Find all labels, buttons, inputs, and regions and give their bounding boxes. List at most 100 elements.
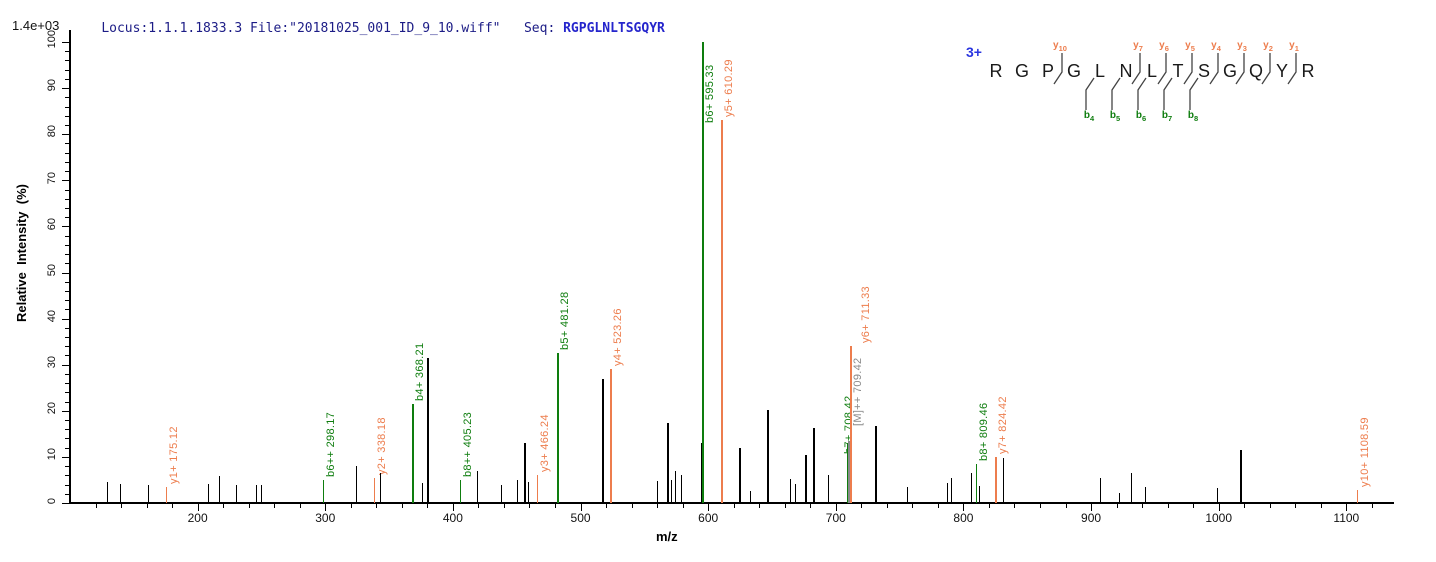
peak-label-b6: b6+ 595.33: [704, 64, 717, 123]
y-ion-cleavage-mark: [1156, 52, 1168, 86]
y-minor-tick: [65, 235, 70, 237]
peak-label-y10: y10+ 1108.59: [1359, 417, 1372, 488]
y-major-tick: [62, 134, 70, 136]
peak: [1144, 486, 1146, 503]
peak-y10: [1357, 490, 1359, 503]
peak: [738, 447, 741, 503]
peak: [355, 466, 357, 503]
peak: [119, 483, 121, 503]
b-ion-cleavage-mark: [1188, 77, 1200, 111]
y-minor-tick: [65, 78, 70, 80]
x-tick-label: 1100: [1333, 511, 1360, 525]
x-minor-tick: [1320, 504, 1322, 508]
y-minor-tick: [65, 244, 70, 246]
seq-value: RGPGLNLTSGQYR: [563, 21, 665, 36]
y-major-tick: [62, 88, 70, 90]
x-minor-tick: [172, 504, 174, 508]
x-major-tick: [325, 504, 327, 511]
x-minor-tick: [733, 504, 735, 508]
y-minor-tick: [65, 300, 70, 302]
x-minor-tick: [503, 504, 505, 508]
residue-1-R: R: [989, 61, 1003, 81]
peak: [667, 423, 670, 503]
y-minor-tick: [65, 143, 70, 145]
x-minor-tick: [861, 504, 863, 508]
x-major-tick: [1346, 504, 1348, 511]
y-major-tick: [62, 410, 70, 412]
peak-b4: [412, 403, 415, 503]
y-ion-tag-y7: y7: [1133, 40, 1143, 53]
y-minor-tick: [65, 373, 70, 375]
y-tick-label: 10: [46, 448, 58, 461]
y-ion-cleavage-mark: [1130, 52, 1142, 86]
y-ion-tag-y1: y1: [1289, 40, 1299, 53]
y-minor-tick: [65, 429, 70, 431]
peak-label-M: [M]++ 709.42: [851, 357, 864, 426]
peak: [671, 479, 673, 503]
y-major-tick: [62, 42, 70, 43]
peak: [794, 484, 796, 503]
x-tick-label: 400: [442, 511, 463, 525]
peak-y6: [850, 346, 853, 503]
peak-M: [847, 440, 850, 503]
y-tick-label: 100: [46, 29, 58, 49]
x-minor-tick: [1371, 504, 1373, 508]
x-minor-tick: [810, 504, 812, 508]
x-minor-tick: [1116, 504, 1118, 508]
peak: [256, 484, 258, 503]
y-ion-cleavage-mark: [1234, 52, 1246, 86]
peak-label-y7: y7+ 824.42: [996, 396, 1009, 454]
x-tick-label: 300: [315, 511, 336, 525]
residue-9-S: S: [1197, 61, 1210, 81]
y-tick-label: 60: [46, 217, 58, 230]
peak: [907, 486, 909, 503]
peak-y7: [994, 456, 997, 503]
peak-label-b5: b5+ 481.28: [558, 291, 571, 351]
residue-13-R: R: [1301, 61, 1315, 81]
b-ion-tag-b6: b6: [1135, 110, 1147, 123]
x-minor-tick: [274, 504, 276, 508]
x-tick-label: 900: [1081, 511, 1102, 525]
y-minor-tick: [65, 466, 70, 468]
y-ion-cleavage-mark: [1286, 52, 1298, 86]
x-minor-tick: [376, 504, 378, 508]
y-minor-tick: [65, 420, 70, 422]
locus-file-text: Locus:1.1.1.1833.3 File:"20181025_001_ID…: [101, 21, 501, 36]
header-spacer: [500, 21, 523, 36]
x-minor-tick: [1040, 504, 1041, 508]
x-minor-tick: [1193, 504, 1195, 508]
y-minor-tick: [65, 263, 70, 265]
x-minor-tick: [988, 504, 990, 508]
y-minor-tick: [65, 198, 70, 200]
y-tick-label: 20: [46, 402, 58, 415]
peak: [107, 481, 108, 503]
peak-y5: [721, 120, 724, 503]
x-minor-tick: [606, 504, 608, 508]
peak: [828, 474, 830, 503]
y-major-tick: [62, 503, 70, 504]
x-tick-label: 200: [187, 511, 208, 525]
y-minor-tick: [65, 309, 70, 311]
peak: [501, 484, 503, 503]
y-minor-tick: [65, 152, 70, 154]
residue-10-G: G: [1222, 61, 1237, 81]
x-tick-label: 800: [953, 511, 974, 525]
y-ion-tag-y10: y10: [1053, 40, 1067, 53]
peak-label-b4: b4+ 368.21: [414, 342, 427, 401]
x-minor-tick: [427, 504, 429, 508]
x-minor-tick: [555, 504, 556, 508]
x-minor-tick: [1014, 504, 1016, 508]
residue-11-Q: Q: [1248, 61, 1263, 81]
peak: [1130, 473, 1132, 503]
y-ion-cleavage-mark: [1182, 52, 1194, 86]
peak: [516, 479, 518, 503]
peak: [1002, 458, 1004, 503]
x-tick-label: 600: [698, 511, 719, 525]
x-minor-tick: [759, 504, 761, 508]
y-minor-tick: [65, 327, 70, 329]
peak: [971, 473, 973, 503]
peak: [946, 483, 948, 503]
y-minor-tick: [65, 69, 70, 71]
y-ion-tag-y2: y2: [1263, 40, 1273, 53]
peak: [207, 484, 209, 503]
